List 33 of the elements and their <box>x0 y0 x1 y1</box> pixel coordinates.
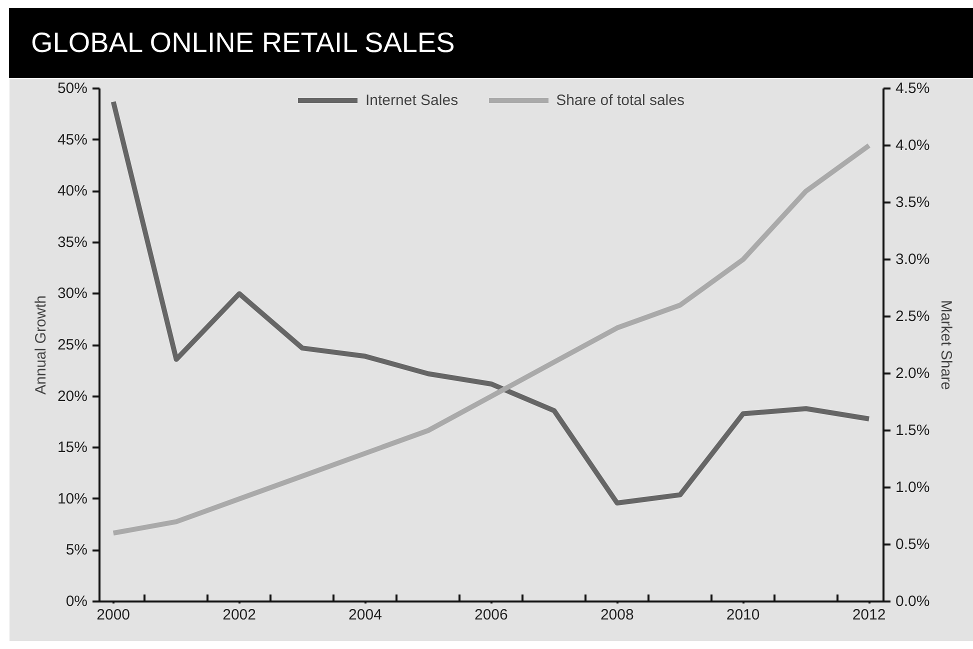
x-tick-label: 2008 <box>600 606 634 624</box>
legend-label: Internet Sales <box>366 92 458 108</box>
y-tick-label: 30% <box>57 285 88 302</box>
y-tick-label: 0% <box>66 593 88 610</box>
x-tick-label: 2000 <box>96 606 130 624</box>
legend-label: Share of total sales <box>556 92 684 108</box>
x-tick-label: 2002 <box>222 606 256 624</box>
y2-tick-label: 3.5% <box>896 194 930 211</box>
y-tick-label: 5% <box>66 542 88 559</box>
y2-tick-label: 1.0% <box>896 479 930 496</box>
y2-tick-label: 2.0% <box>896 365 930 382</box>
x-tick-label: 2012 <box>852 606 886 624</box>
y-tick-label: 35% <box>57 234 88 251</box>
y-tick-label: 40% <box>57 182 88 200</box>
y2-tick-label: 0.0% <box>896 593 930 610</box>
chart-title: GLOBAL ONLINE RETAIL SALES <box>31 26 455 60</box>
x-tick-label: 2006 <box>474 606 508 624</box>
y2-tick-label: 4.0% <box>896 137 930 154</box>
y-tick-label: 50% <box>57 80 88 97</box>
y-axis-title: Annual Growth <box>32 295 50 395</box>
y2-axis-title: Market Share <box>938 300 955 390</box>
y2-tick-label: 3.0% <box>896 251 930 268</box>
y2-tick-label: 0.5% <box>896 536 930 553</box>
y-tick-label: 25% <box>57 336 88 354</box>
y-tick-label: 45% <box>57 131 88 148</box>
y2-tick-label: 2.5% <box>896 308 930 325</box>
y2-tick-label: 4.5% <box>896 80 930 97</box>
x-tick-label: 2010 <box>726 606 760 624</box>
x-tick-label: 2004 <box>348 606 382 624</box>
y2-tick-label: 1.5% <box>896 422 930 439</box>
y-tick-label: 15% <box>57 439 88 456</box>
y-tick-label: 10% <box>57 490 88 508</box>
y-tick-label: 20% <box>57 388 88 405</box>
